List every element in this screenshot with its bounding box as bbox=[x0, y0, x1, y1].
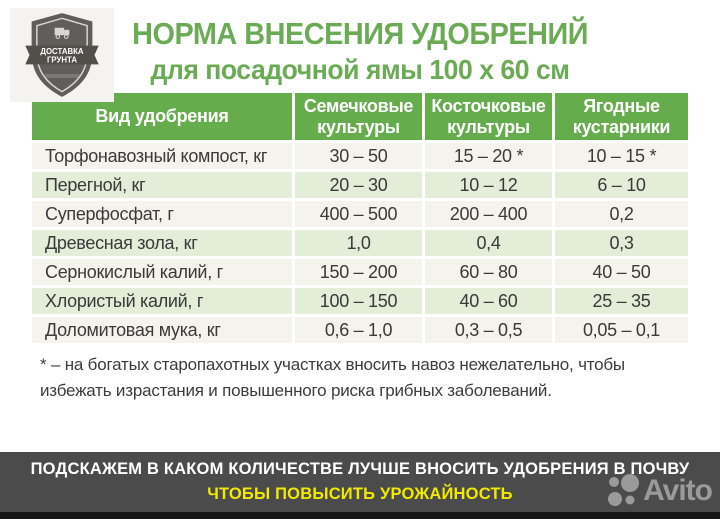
table-cell: 1,0 bbox=[295, 230, 422, 256]
table-cell: 30 – 50 bbox=[295, 143, 422, 169]
table-cell: 150 – 200 bbox=[295, 259, 422, 285]
table-header-cell: Ягодные кустарники bbox=[555, 93, 688, 140]
logo-text-line2: ГРУНТА bbox=[47, 55, 77, 64]
table-cell: 15 – 20 * bbox=[425, 143, 552, 169]
table-cell: Хлористый калий, г bbox=[32, 288, 292, 314]
table-cell: Суперфосфат, г bbox=[32, 201, 292, 227]
table-cell: 0,05 – 0,1 bbox=[555, 317, 688, 343]
banner-text-line2: ЧТОБЫ ПОВЫСИТЬ УРОЖАЙНОСТЬ bbox=[207, 485, 513, 503]
table-cell: 60 – 80 bbox=[425, 259, 552, 285]
truck-icon bbox=[54, 27, 70, 39]
banner-bottom-strip bbox=[0, 512, 720, 519]
table-cell: 0,2 bbox=[555, 201, 688, 227]
table-cell: 0,3 – 0,5 bbox=[425, 317, 552, 343]
table-cell: 40 – 50 bbox=[555, 259, 688, 285]
avito-brand-text: Avito bbox=[643, 474, 713, 507]
table-cell: 10 – 15 * bbox=[555, 143, 688, 169]
table-cell: Древесная зола, кг bbox=[32, 230, 292, 256]
table-cell: Сернокислый калий, г bbox=[32, 259, 292, 285]
table-cell: 25 – 35 bbox=[555, 288, 688, 314]
table-cell: 20 – 30 bbox=[295, 172, 422, 198]
table-cell: 400 – 500 bbox=[295, 201, 422, 227]
avito-dots-icon bbox=[608, 474, 640, 506]
table-cell: Торфонавозный компост, кг bbox=[32, 143, 292, 169]
table-cell: 100 – 150 bbox=[295, 288, 422, 314]
avito-watermark: Avito bbox=[605, 473, 713, 509]
table-cell: 0,4 bbox=[425, 230, 552, 256]
shield-badge-icon: ДОСТАВКА ГРУНТА bbox=[25, 13, 99, 97]
table-cell: 0,6 – 1,0 bbox=[295, 317, 422, 343]
table-cell: 6 – 10 bbox=[555, 172, 688, 198]
table-header-cell: Семечковые культуры bbox=[295, 93, 422, 140]
table-cell: 0,3 bbox=[555, 230, 688, 256]
page-title: НОРМА ВНЕСЕНИЯ УДОБРЕНИЙ bbox=[132, 16, 589, 51]
footnote: * – на богатых старопахотных участках вн… bbox=[40, 355, 625, 401]
table-header-cell: Вид удобрения bbox=[32, 93, 292, 140]
table-header-cell: Косточковые культуры bbox=[425, 93, 552, 140]
fertilizer-table: Вид удобрения Семечковые культуры Косточ… bbox=[32, 93, 688, 343]
delivery-logo: ДОСТАВКА ГРУНТА bbox=[10, 8, 114, 102]
banner-text-line1: ПОДСКАЖЕМ В КАКОМ КОЛИЧЕСТВЕ ЛУЧШЕ ВНОСИ… bbox=[30, 460, 690, 478]
promo-banner: ПОДСКАЖЕМ В КАКОМ КОЛИЧЕСТВЕ ЛУЧШЕ ВНОСИ… bbox=[0, 452, 720, 512]
logo-text-line1: ДОСТАВКА bbox=[40, 47, 84, 56]
table-cell: Перегной, кг bbox=[32, 172, 292, 198]
table-cell: Доломитовая мука, кг bbox=[32, 317, 292, 343]
table-cell: 200 – 400 bbox=[425, 201, 552, 227]
table-cell: 40 – 60 bbox=[425, 288, 552, 314]
page-subtitle: для посадочной ямы 100 х 60 см bbox=[150, 54, 570, 85]
table-cell: 10 – 12 bbox=[425, 172, 552, 198]
